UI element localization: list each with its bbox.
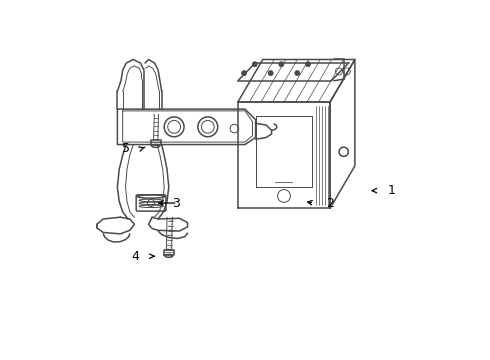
Text: 4: 4 — [131, 250, 139, 263]
Text: 1: 1 — [388, 184, 396, 197]
Text: 5: 5 — [122, 141, 130, 154]
Circle shape — [268, 71, 273, 76]
Circle shape — [279, 62, 284, 67]
Circle shape — [295, 71, 300, 76]
Circle shape — [242, 71, 246, 76]
Circle shape — [252, 62, 257, 67]
Circle shape — [305, 62, 310, 67]
Text: 2: 2 — [326, 197, 334, 210]
Text: 3: 3 — [172, 197, 180, 210]
